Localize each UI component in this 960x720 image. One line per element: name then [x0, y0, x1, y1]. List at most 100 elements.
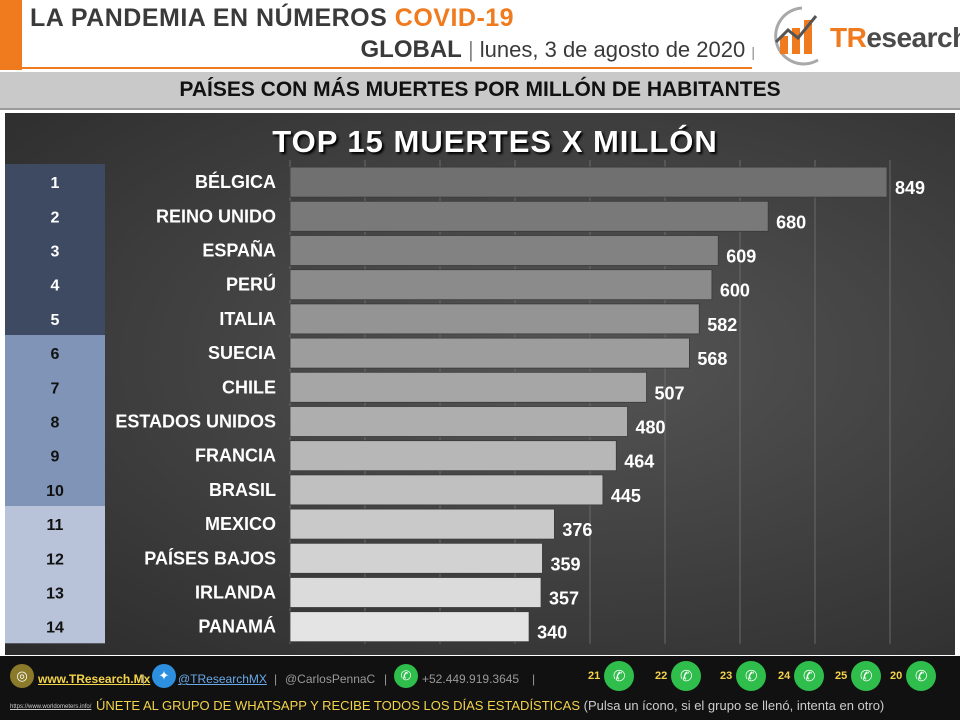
bar: [289, 303, 700, 335]
value-label: 340: [537, 623, 567, 643]
separator: |: [467, 37, 474, 62]
globe-icon: ◎: [10, 664, 34, 688]
rank-label: 2: [51, 209, 60, 226]
whatsapp-icon[interactable]: ✆: [851, 661, 882, 691]
whatsapp-icon[interactable]: ✆: [604, 661, 635, 691]
rank-cell: [5, 437, 105, 473]
rank-label: 9: [51, 449, 60, 466]
rank-label: 13: [46, 586, 64, 603]
rank-cell: [5, 608, 105, 644]
whatsapp-icon[interactable]: ✆: [794, 661, 825, 691]
header-accent-bar: [0, 0, 22, 70]
value-label: 849: [895, 178, 925, 198]
twitter-link[interactable]: @TResearchMX: [178, 672, 267, 686]
whatsapp-icon[interactable]: ✆: [671, 661, 702, 691]
rank-cell: [5, 369, 105, 404]
whatsapp-group-23[interactable]: 23 ✆: [720, 661, 767, 691]
phone-number: +52.449.919.3645: [422, 672, 520, 686]
whatsapp-cta: ÚNETE AL GRUPO DE WHATSAPP Y RECIBE TODO…: [96, 698, 884, 713]
rank-cell: [5, 232, 105, 268]
whatsapp-icon[interactable]: ✆: [906, 661, 937, 691]
bar: [289, 337, 690, 369]
whatsapp-group-25[interactable]: 25 ✆: [835, 661, 882, 691]
separator: |: [274, 672, 278, 686]
category-label: ESPAÑA: [202, 240, 276, 261]
whatsapp-group-24[interactable]: 24 ✆: [778, 661, 825, 691]
rank-cell: [5, 506, 105, 541]
rank-cell: [5, 266, 105, 302]
rank-cell: [5, 198, 105, 233]
separator: |: [532, 672, 536, 686]
category-label: BRASIL: [209, 480, 276, 500]
value-label: 600: [720, 281, 750, 301]
title-accent: COVID-19: [394, 4, 515, 32]
tresearch-logo-icon: [774, 6, 819, 66]
value-label: 507: [655, 383, 685, 403]
bar: [289, 577, 542, 608]
cta-text: ÚNETE AL GRUPO DE WHATSAPP Y RECIBE TODO…: [96, 698, 581, 713]
cta-note: (Pulsa un ícono, si el grupo se llenó, i…: [583, 698, 885, 713]
category-label: SUECIA: [208, 343, 276, 363]
rank-cell: [5, 403, 105, 439]
category-label: ESTADOS UNIDOS: [115, 412, 276, 432]
chart-title: TOP 15 MUERTES X MILLÓN: [272, 124, 718, 159]
whatsapp-icon[interactable]: ✆: [736, 661, 767, 691]
separator: |: [384, 672, 388, 686]
title-main: LA PANDEMIA EN NÚMEROS: [30, 4, 388, 32]
value-label: 464: [624, 452, 654, 472]
category-label: FRANCIA: [195, 446, 276, 466]
whatsapp-phone-icon[interactable]: ✆: [394, 664, 418, 688]
bar: [289, 406, 628, 437]
logo-text: TResearch: [830, 22, 960, 53]
bar: [289, 371, 647, 403]
category-label: CHILE: [222, 377, 276, 397]
value-label: 445: [611, 486, 641, 506]
category-label: PAÍSES BAJOS: [144, 547, 276, 568]
bar: [289, 440, 617, 472]
rank-cell: [5, 164, 105, 199]
bar: [289, 269, 713, 301]
value-label: 609: [726, 247, 756, 267]
category-label: REINO UNIDO: [156, 206, 276, 226]
bar: [289, 611, 530, 643]
rank-label: 14: [46, 620, 64, 637]
chart-subtitle: PAÍSES CON MÁS MUERTES POR MILLÓN DE HAB…: [0, 72, 960, 110]
whatsapp-group-22[interactable]: 22 ✆: [655, 661, 702, 691]
rank-label: 5: [51, 312, 60, 329]
value-label: 680: [776, 212, 806, 232]
bar: [289, 542, 543, 574]
rank-label: 1: [51, 175, 60, 192]
twitter-icon[interactable]: ✦: [152, 664, 176, 688]
rank-cell: [5, 471, 105, 507]
header-rule: [22, 67, 752, 69]
source-url[interactable]: https://www.worldometers.info/: [10, 704, 92, 710]
value-label: 376: [562, 520, 592, 540]
rank-label: 8: [51, 415, 60, 432]
category-label: ITALIA: [219, 309, 276, 329]
bar: [289, 166, 888, 198]
category-label: IRLANDA: [195, 583, 276, 603]
rank-label: 3: [51, 244, 60, 261]
value-label: 582: [707, 315, 737, 335]
value-label: 568: [697, 349, 727, 369]
rank-cell: [5, 335, 105, 370]
website-link[interactable]: www.TResearch.Mx: [38, 672, 151, 686]
value-label: 480: [636, 418, 666, 438]
category-label: BÉLGICA: [195, 171, 276, 192]
rank-cell: [5, 300, 105, 336]
whatsapp-group-20[interactable]: 20 ✆: [890, 661, 937, 691]
separator: |: [751, 44, 755, 60]
page-title: LA PANDEMIA EN NÚMEROS COVID-19: [30, 4, 514, 33]
rank-cell: [5, 540, 105, 575]
value-label: 357: [549, 589, 579, 609]
bar: [289, 508, 555, 540]
bar: [289, 474, 604, 506]
whatsapp-group-21[interactable]: 21 ✆: [588, 661, 635, 691]
rank-label: 7: [51, 380, 60, 397]
date-label: lunes, 3 de agosto de 2020: [479, 37, 746, 62]
scope-date-line: GLOBAL | lunes, 3 de agosto de 2020 |: [360, 36, 755, 64]
rank-cell: [5, 574, 105, 610]
value-label: 359: [550, 554, 580, 574]
rank-label: 11: [47, 517, 64, 534]
